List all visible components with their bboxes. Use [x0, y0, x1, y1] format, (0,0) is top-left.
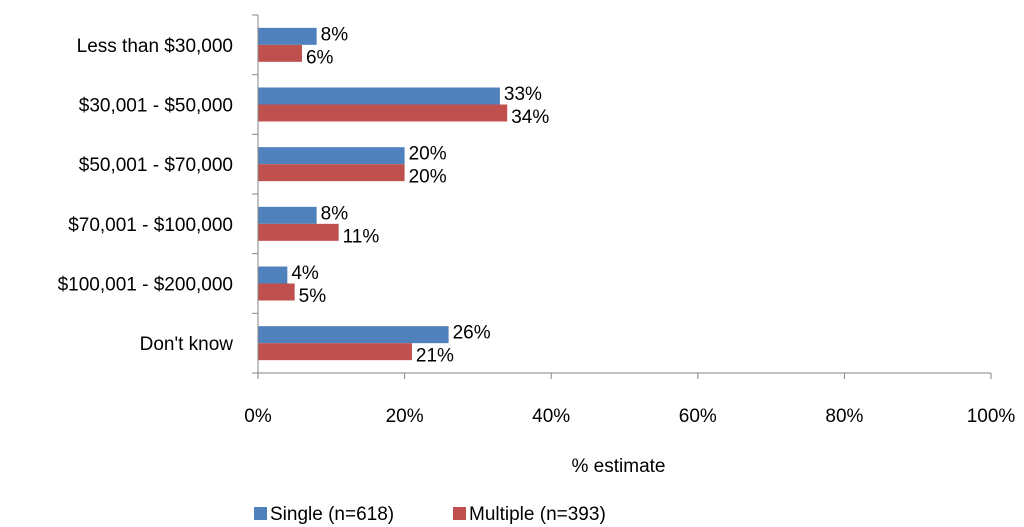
legend: Single (n=618) Multiple (n=393)	[254, 504, 606, 525]
bar-multiple	[258, 44, 302, 62]
data-label-single: 20%	[409, 144, 447, 165]
data-label-single: 26%	[453, 323, 491, 344]
category-label: Less than $30,000	[77, 36, 233, 57]
legend-swatch-multiple	[453, 507, 466, 520]
category-label: $70,001 - $100,000	[68, 215, 233, 236]
data-label-multiple: 34%	[511, 107, 549, 128]
data-label-single: 33%	[504, 84, 542, 105]
bar-multiple	[258, 164, 405, 182]
category-label: Don't know	[140, 334, 234, 355]
data-label-multiple: 5%	[299, 286, 327, 307]
bar-single	[258, 147, 405, 165]
x-tick-label: 80%	[825, 406, 863, 427]
data-label-multiple: 6%	[306, 47, 334, 68]
data-labels-group: 8%6%33%34%20%20%8%11%4%5%26%21%	[291, 24, 549, 366]
axes-group	[252, 14, 992, 379]
x-tick-label: 40%	[532, 406, 570, 427]
bar-single	[258, 27, 317, 45]
bar-single	[258, 266, 288, 284]
data-label-multiple: 21%	[416, 346, 454, 367]
bar-multiple	[258, 223, 339, 241]
bars-group	[258, 27, 508, 361]
category-label: $100,001 - $200,000	[58, 275, 233, 296]
category-labels-group: Less than $30,000 $30,001 - $50,000 $50,00…	[58, 36, 234, 355]
x-tick-label: 100%	[967, 406, 1016, 427]
category-label: $50,001 - $70,000	[79, 155, 233, 176]
bar-single	[258, 87, 500, 105]
data-label-single: 8%	[321, 203, 349, 224]
x-tick-labels-group: 0% 20% 40% 60% 80% 100%	[244, 406, 1015, 427]
x-tick-label: 0%	[244, 406, 272, 427]
data-label-single: 4%	[291, 263, 319, 284]
legend-label-multiple: Multiple (n=393)	[469, 504, 606, 525]
bar-single	[258, 326, 449, 344]
x-tick-label: 60%	[679, 406, 717, 427]
data-label-multiple: 20%	[409, 167, 447, 188]
data-label-multiple: 11%	[343, 226, 380, 247]
bar-multiple	[258, 283, 295, 301]
bar-multiple	[258, 343, 412, 361]
data-label-single: 8%	[321, 24, 349, 45]
legend-label-single: Single (n=618)	[270, 504, 394, 525]
x-tick-label: 20%	[386, 406, 424, 427]
bar-single	[258, 206, 317, 224]
x-axis-title: % estimate	[572, 456, 666, 477]
category-label: $30,001 - $50,000	[79, 96, 233, 117]
legend-swatch-single	[254, 507, 267, 520]
bar-multiple	[258, 104, 508, 122]
